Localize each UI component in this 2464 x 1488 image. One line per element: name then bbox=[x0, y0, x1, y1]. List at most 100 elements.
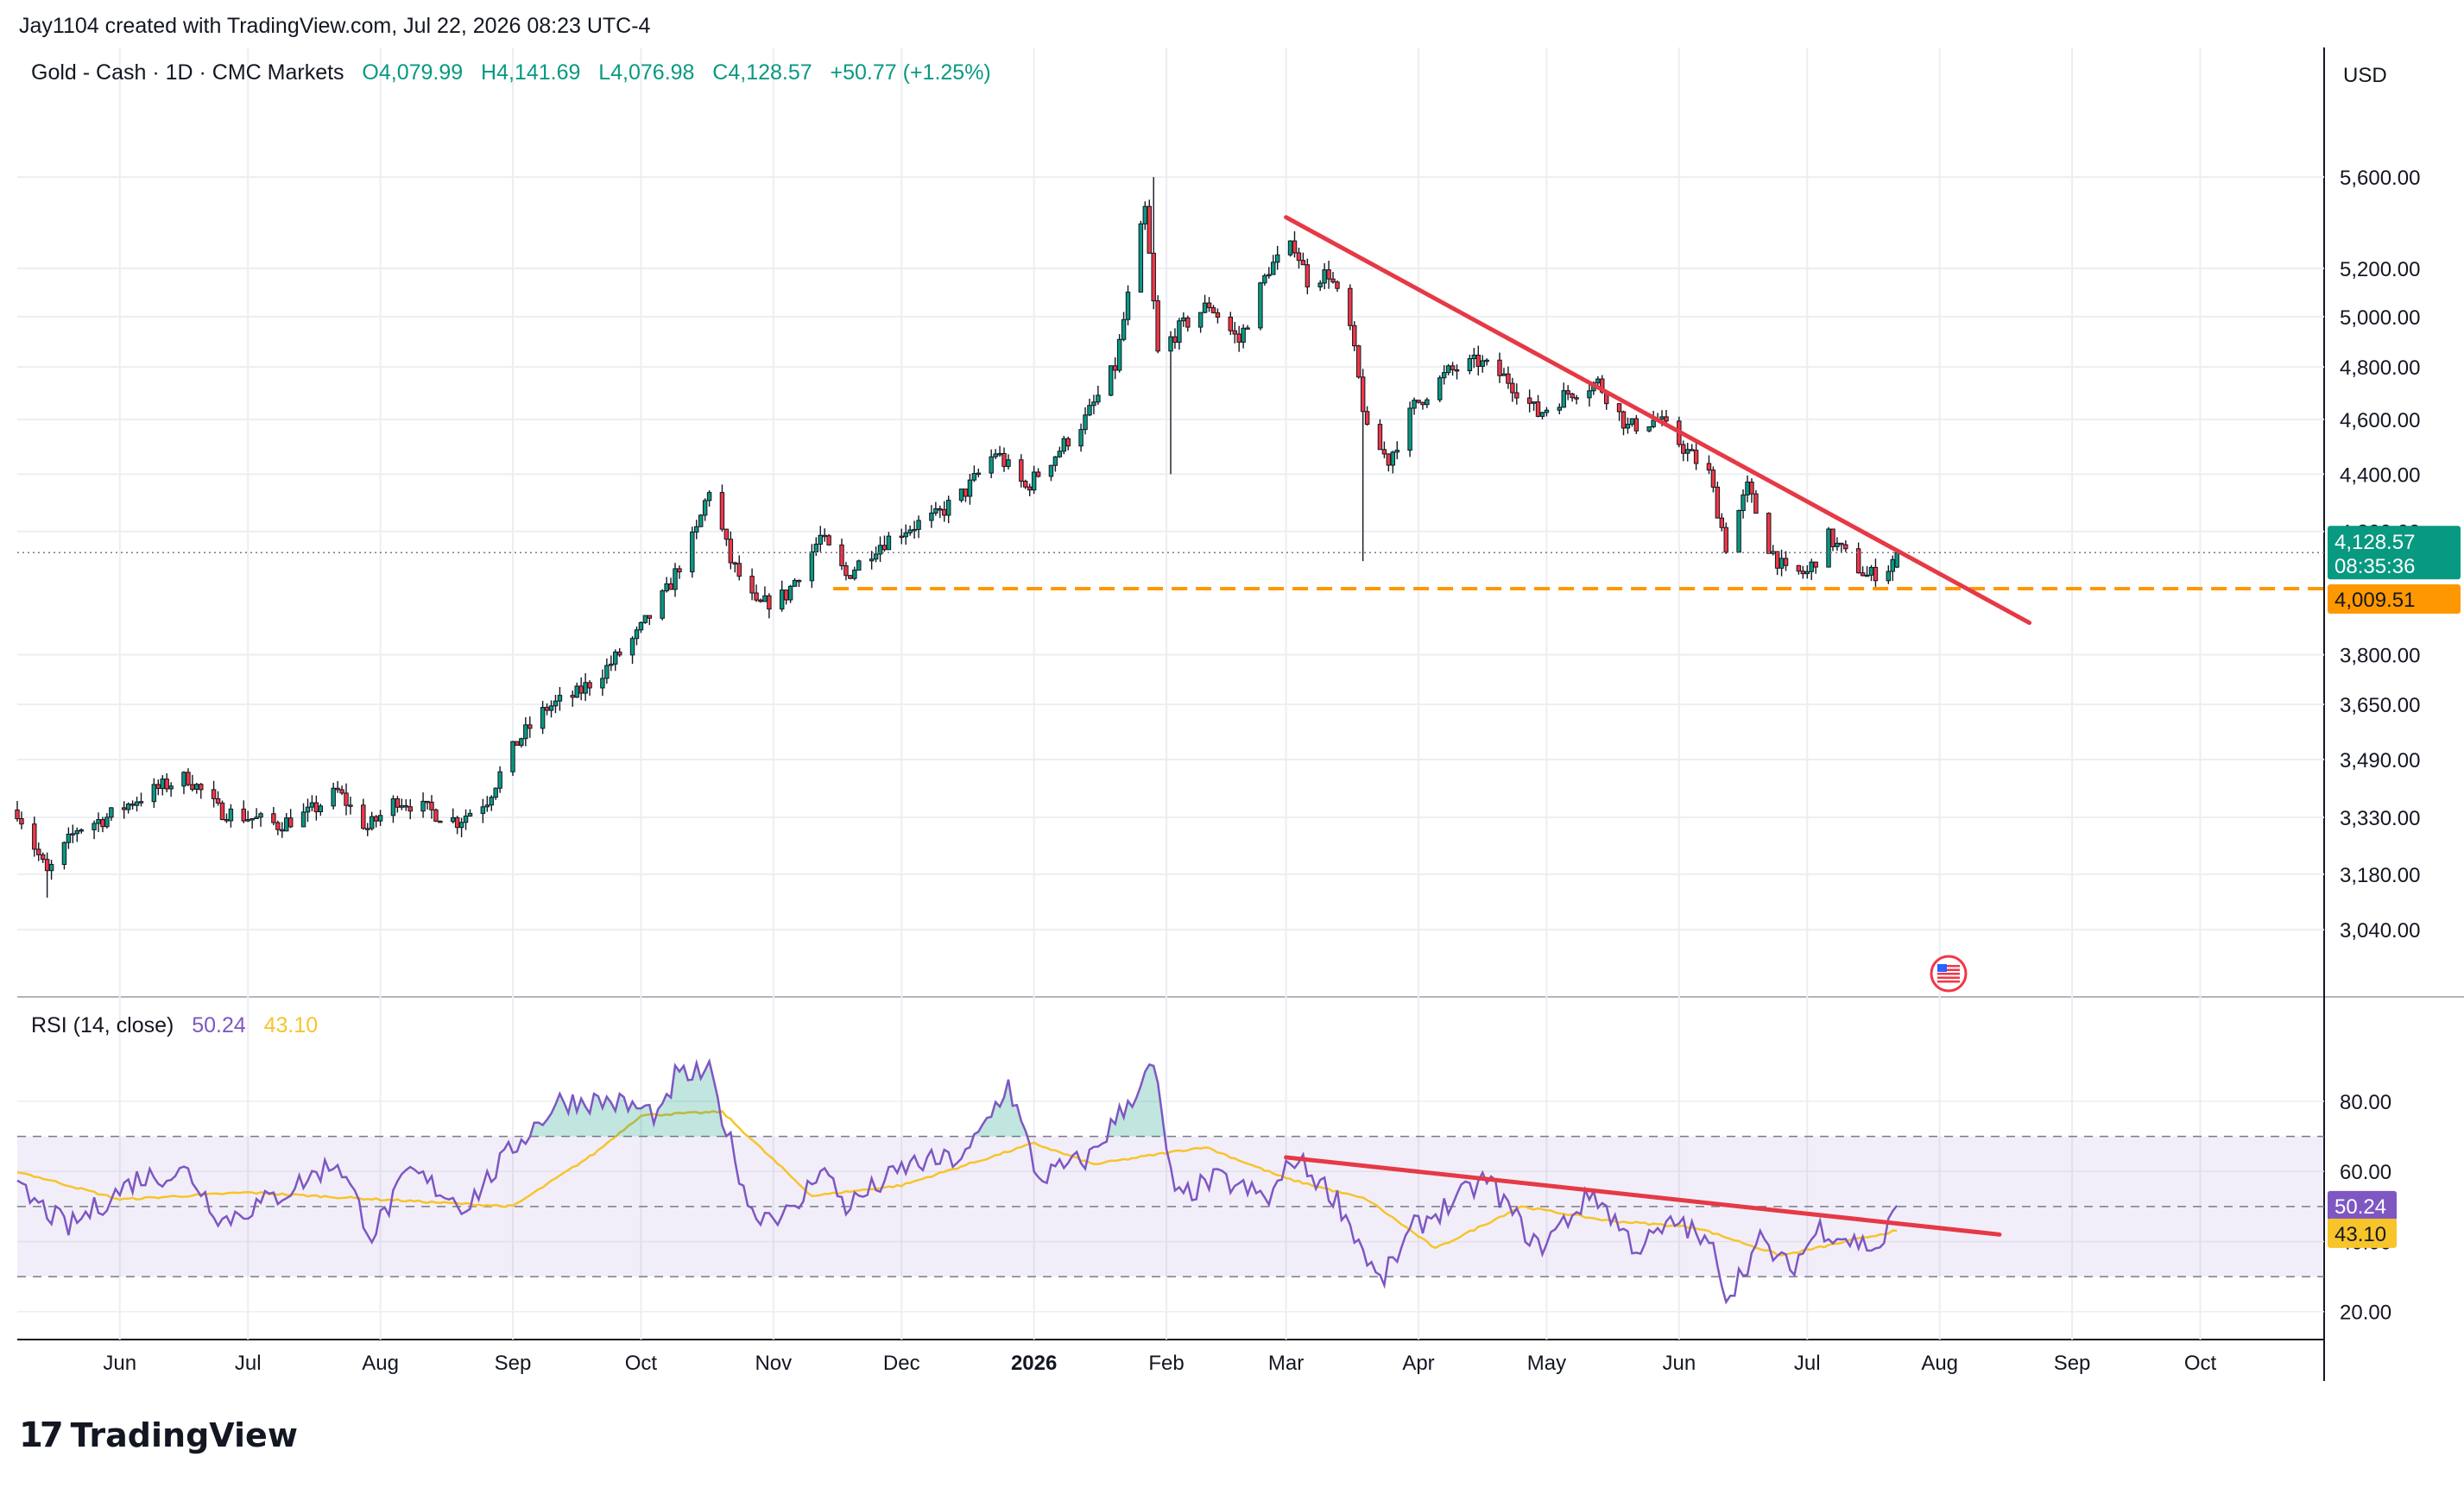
candle-down bbox=[100, 817, 105, 833]
candle-down bbox=[1855, 542, 1861, 574]
candle-up bbox=[989, 449, 994, 479]
candle-up bbox=[929, 505, 934, 528]
candle-up bbox=[1091, 394, 1096, 414]
candle-down bbox=[1843, 539, 1848, 552]
candle-down bbox=[433, 808, 439, 823]
time-tick-label: Aug bbox=[362, 1352, 399, 1375]
candle-up bbox=[694, 520, 699, 539]
candle-down bbox=[616, 647, 622, 657]
candle-up bbox=[519, 737, 524, 748]
candle-down bbox=[271, 807, 276, 826]
candle-up bbox=[903, 524, 908, 545]
candle-down bbox=[344, 783, 349, 816]
symbol-name[interactable]: Gold - Cash · 1D · CMC Markets bbox=[31, 60, 344, 85]
candle-down bbox=[1147, 199, 1152, 254]
candle-up bbox=[997, 445, 1002, 457]
candle-down bbox=[454, 816, 460, 835]
candle-up bbox=[1168, 331, 1173, 475]
candle-up bbox=[497, 766, 502, 793]
time-tick-label: Oct bbox=[2184, 1352, 2217, 1375]
candle-up bbox=[284, 813, 289, 832]
level-badge-value: 4,009.51 bbox=[2334, 589, 2415, 612]
candle-up bbox=[1197, 312, 1204, 333]
candle-up bbox=[852, 566, 857, 581]
candle-up bbox=[258, 811, 263, 827]
candle-up bbox=[792, 577, 798, 587]
candle-up bbox=[1181, 312, 1186, 327]
candle-up bbox=[510, 741, 515, 776]
candle-up bbox=[245, 810, 250, 823]
price-tick-label: 3,650.00 bbox=[2340, 694, 2420, 717]
candle-up bbox=[574, 682, 579, 698]
candle-up bbox=[698, 514, 704, 527]
candle-up bbox=[1125, 285, 1131, 325]
candle-down bbox=[736, 555, 742, 581]
candle-up bbox=[629, 636, 635, 665]
candle-up bbox=[787, 584, 793, 603]
time-tick-label: Aug bbox=[1921, 1352, 1958, 1375]
candle-up bbox=[604, 658, 610, 684]
candle-down bbox=[1839, 542, 1844, 553]
candle-down bbox=[1450, 362, 1456, 376]
candle-down bbox=[1565, 385, 1570, 400]
candle-down bbox=[848, 574, 853, 580]
candle-down bbox=[783, 590, 789, 605]
candle-up bbox=[450, 808, 456, 824]
price-axis[interactable]: 5,600.00 5,200.00 5,000.00 4,800.00 4,600.00… bbox=[2328, 64, 2461, 1325]
rsi-overbought-fill bbox=[17, 1061, 1898, 1137]
tradingview-logo[interactable]: 17 TradingView bbox=[19, 1415, 298, 1455]
candle-down bbox=[1570, 392, 1575, 402]
candle-down bbox=[1664, 410, 1669, 423]
candle-up bbox=[673, 563, 678, 597]
ohlc-low: L4,076.98 bbox=[598, 60, 695, 85]
time-tick-label: Mar bbox=[1268, 1352, 1304, 1375]
time-axis[interactable]: Jun Jul Aug Sep Oct Nov Dec 2026 Feb Mar Apr May Jun… bbox=[103, 1352, 2216, 1375]
candle-down bbox=[1719, 513, 1725, 532]
candle-up bbox=[706, 490, 712, 507]
candle-down bbox=[587, 680, 592, 697]
time-tick-label: 2026 bbox=[1011, 1352, 1057, 1375]
us-flag-icon[interactable] bbox=[1930, 955, 1968, 993]
candle-down bbox=[1377, 419, 1383, 451]
candle-up bbox=[856, 559, 862, 571]
candle-up bbox=[125, 802, 131, 814]
candle-down bbox=[219, 800, 225, 821]
candle-up bbox=[557, 687, 563, 711]
candle-up bbox=[348, 796, 353, 815]
time-tick-label: Jul bbox=[235, 1352, 262, 1375]
currency-label[interactable]: USD bbox=[2343, 64, 2387, 87]
rsi-ma-badge bbox=[2328, 1218, 2397, 1248]
candle-down bbox=[335, 780, 340, 793]
candle-up bbox=[1425, 397, 1430, 408]
candle-up bbox=[250, 817, 255, 829]
candle-up bbox=[104, 813, 110, 829]
candle-up bbox=[458, 817, 464, 838]
candle-down bbox=[1151, 177, 1156, 310]
candle-down bbox=[1035, 468, 1041, 478]
candle-down bbox=[822, 528, 827, 542]
candle-up bbox=[74, 827, 80, 842]
chart-credit: Jay1104 created with TradingView.com, Ju… bbox=[19, 14, 651, 38]
candle-up bbox=[1835, 537, 1840, 552]
candle-down bbox=[1001, 447, 1007, 472]
candle-up bbox=[1078, 423, 1084, 452]
rsi-legend: RSI (14, close) 50.24 43.10 bbox=[31, 1013, 318, 1038]
candle-up bbox=[600, 669, 605, 697]
candle-up bbox=[1629, 418, 1635, 427]
rsi-badge bbox=[2328, 1190, 2397, 1220]
candle-up bbox=[523, 716, 528, 747]
candle-down bbox=[1497, 352, 1502, 383]
candle-up bbox=[1890, 555, 1895, 582]
candle-down bbox=[1335, 280, 1340, 293]
candle-up bbox=[1886, 565, 1892, 584]
candle-up bbox=[1484, 358, 1489, 366]
rsi-label[interactable]: RSI (14, close) bbox=[31, 1013, 174, 1037]
price-tick-label: 5,600.00 bbox=[2340, 167, 2420, 190]
candle-up bbox=[1087, 398, 1092, 417]
candle-up bbox=[493, 787, 498, 800]
candle-up bbox=[168, 782, 174, 798]
candle-down bbox=[1386, 453, 1392, 472]
candle-down bbox=[942, 501, 947, 522]
price-badge-countdown: 08:35:36 bbox=[2334, 555, 2415, 578]
